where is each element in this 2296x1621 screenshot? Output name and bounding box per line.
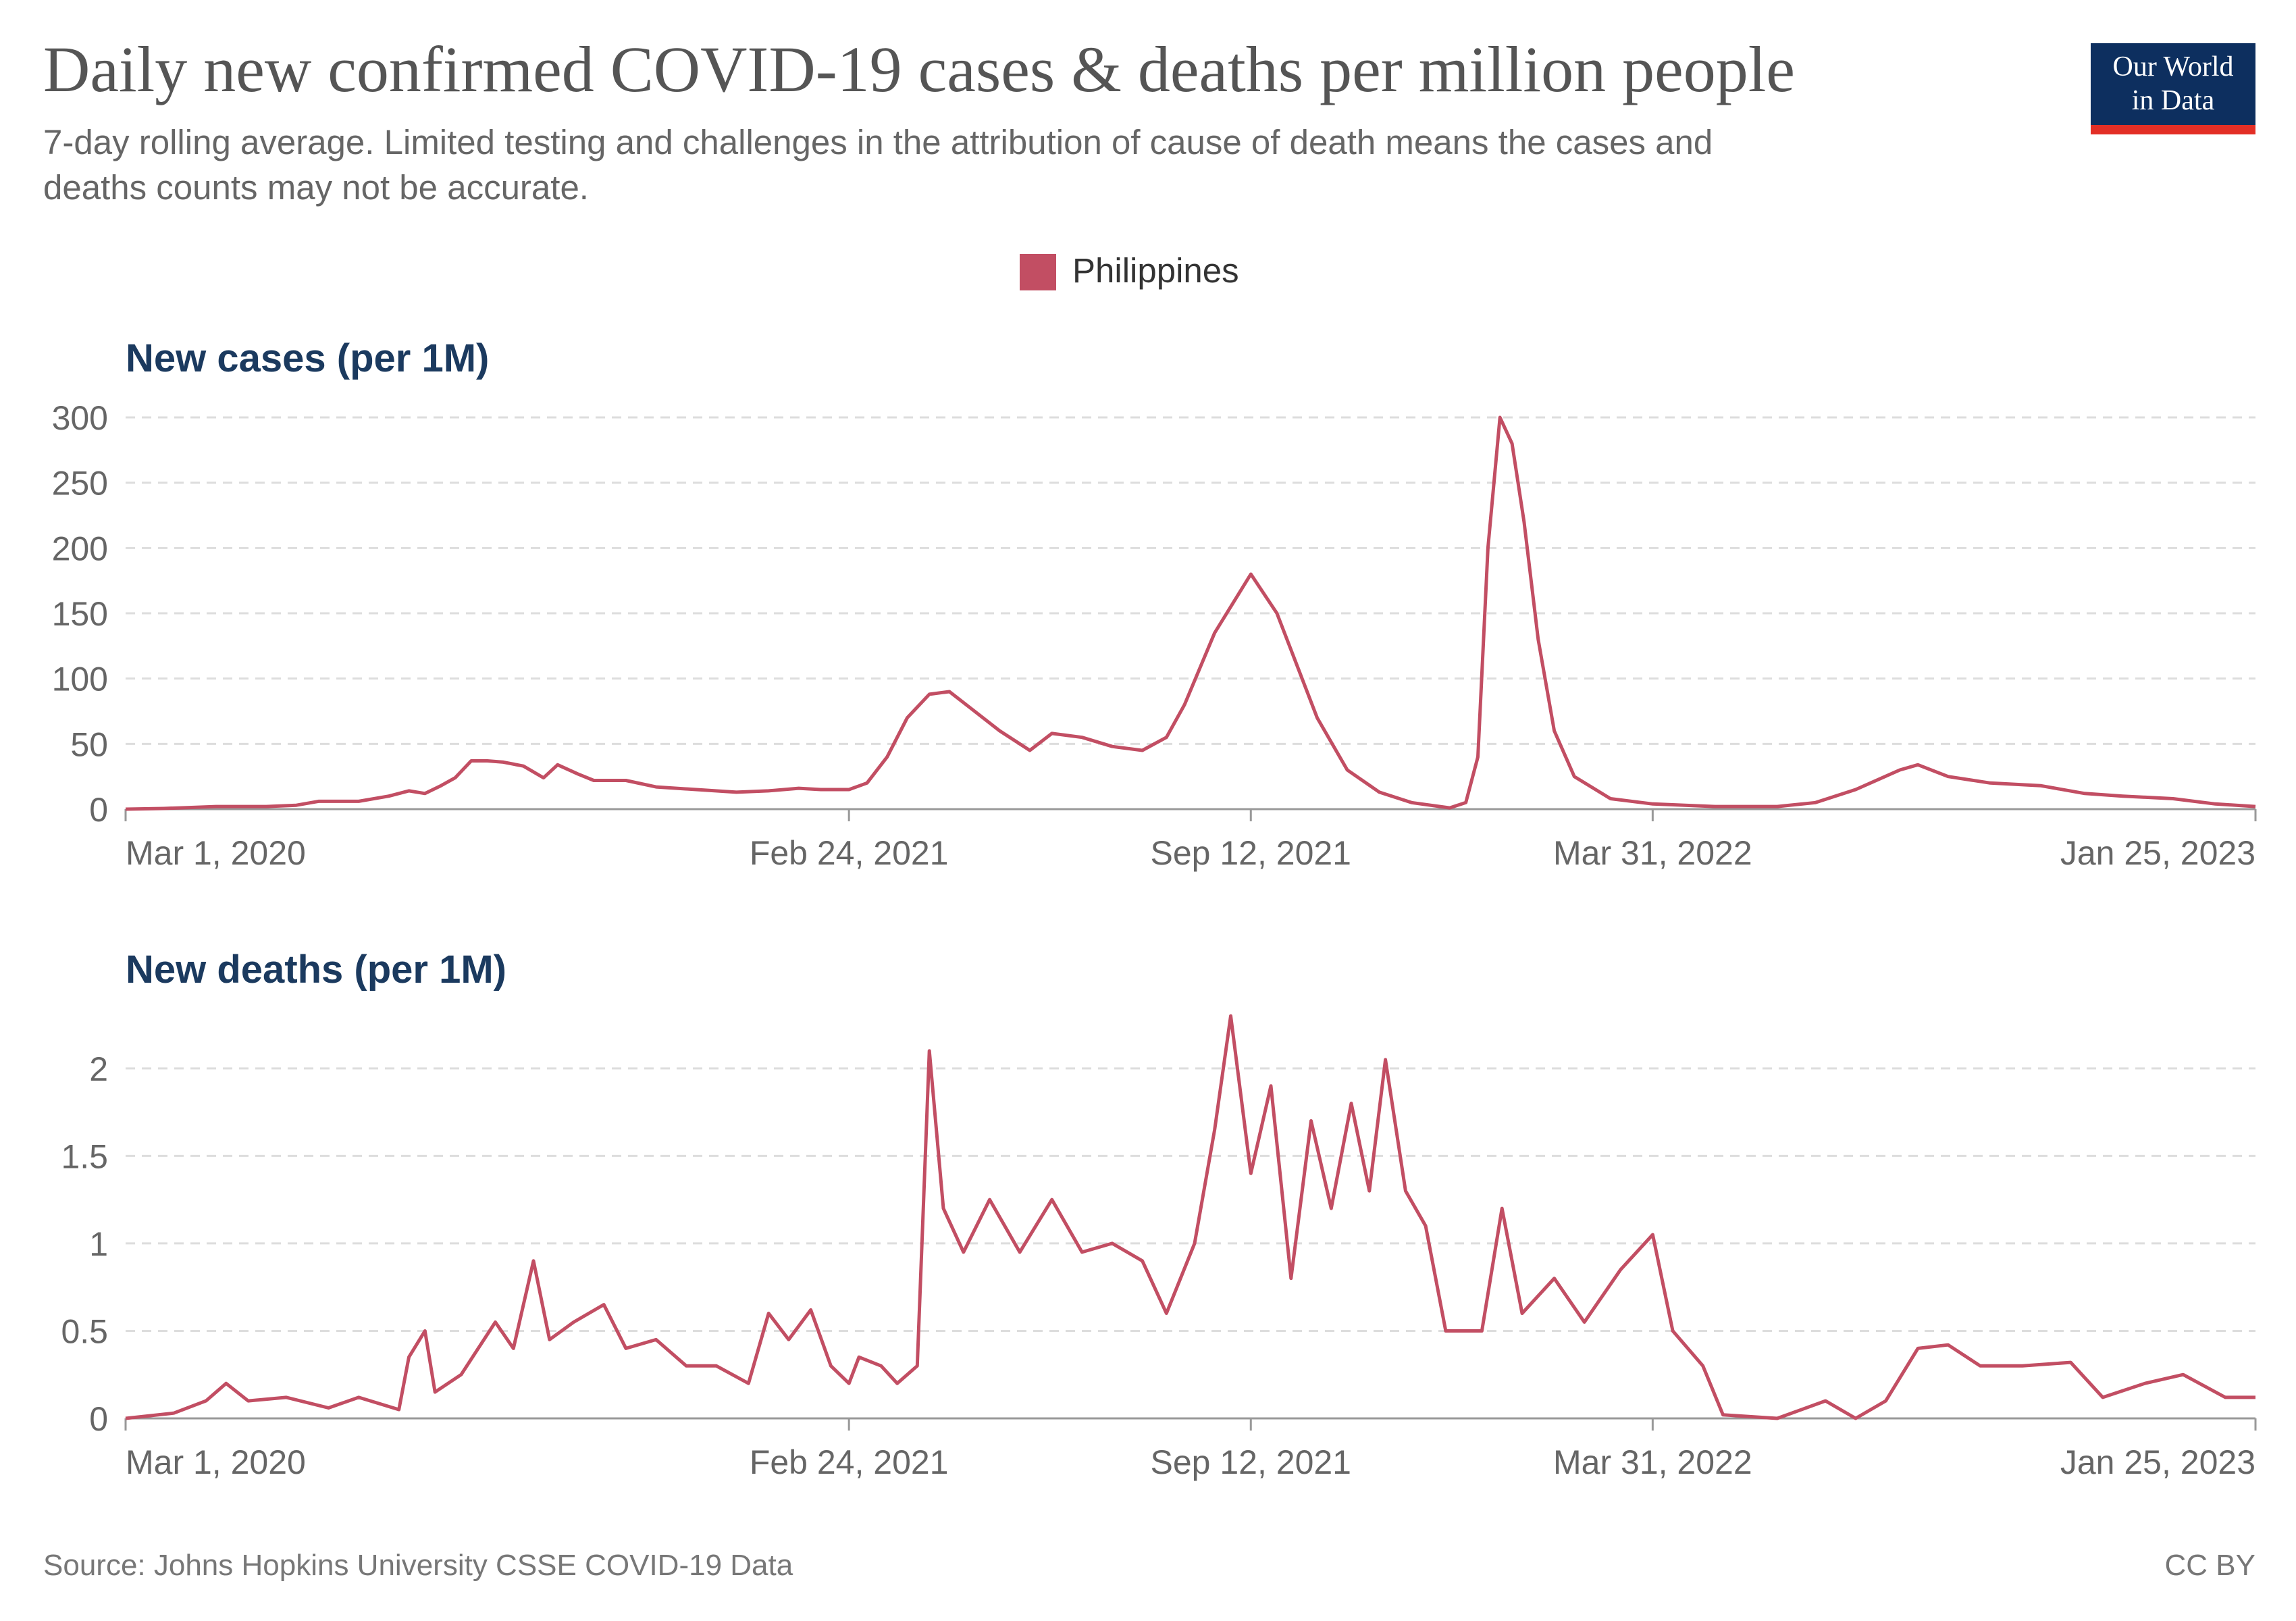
owid-logo[interactable]: Our World in Data (2091, 43, 2255, 134)
x-tick-label: Sep 12, 2021 (1151, 1443, 1352, 1481)
x-tick-label: Feb 24, 2021 (750, 834, 949, 872)
owid-logo-line-1: Our World (2113, 51, 2234, 82)
chart-subtitle-line-2: deaths counts may not be accurate. (43, 168, 589, 207)
x-tick-label: Jan 25, 2023 (2060, 834, 2255, 872)
y-tick-label: 0 (89, 791, 108, 829)
owid-logo-accent-bar (2091, 125, 2255, 134)
y-tick-label: 100 (52, 661, 108, 698)
x-tick-label: Feb 24, 2021 (750, 1443, 949, 1481)
y-tick-label: 1.5 (61, 1137, 108, 1175)
y-tick-label: 200 (52, 530, 108, 567)
x-tick-label: Mar 31, 2022 (1553, 1443, 1752, 1481)
x-tick-label: Mar 31, 2022 (1553, 834, 1752, 872)
legend-swatch-philippines (1020, 254, 1056, 290)
y-tick-label: 50 (70, 725, 108, 763)
chart-title: Daily new confirmed COVID-19 cases & dea… (43, 33, 1795, 105)
y-tick-label: 150 (52, 595, 108, 633)
y-tick-label: 0.5 (61, 1312, 108, 1350)
cases-panel: New cases (per 1M) 0 50 100 150 200 250 300 Mar … (52, 336, 2257, 872)
legend[interactable]: Philippines (1020, 251, 1239, 290)
source-note: Source: Johns Hopkins University CSSE CO… (43, 1549, 793, 1582)
series-line-philippines[interactable] (125, 1014, 2255, 1420)
owid-logo-background (2091, 43, 2255, 131)
x-tick-label: Sep 12, 2021 (1151, 834, 1352, 872)
owid-logo-line-2: in Data (2132, 85, 2215, 116)
panel-title: New deaths (per 1M) (126, 948, 506, 992)
chart-subtitle-line-1: 7-day rolling average. Limited testing a… (43, 123, 1713, 161)
license-note[interactable]: CC BY (2165, 1549, 2255, 1582)
panel-title: New cases (per 1M) (126, 336, 489, 380)
y-tick-label: 300 (52, 399, 108, 437)
y-tick-label: 250 (52, 465, 108, 503)
deaths-panel: New deaths (per 1M) 0 0.5 1 1.5 2 Mar 1, 2020 F… (61, 948, 2257, 1481)
y-tick-label: 0 (89, 1400, 108, 1438)
x-tick-label: Mar 1, 2020 (126, 834, 306, 872)
legend-label-philippines: Philippines (1072, 251, 1239, 290)
x-tick-label: Jan 25, 2023 (2060, 1443, 2255, 1481)
x-tick-label: Mar 1, 2020 (126, 1443, 306, 1481)
y-tick-label: 2 (89, 1050, 108, 1088)
y-tick-label: 1 (89, 1225, 108, 1263)
series-line-philippines[interactable] (125, 415, 2256, 811)
